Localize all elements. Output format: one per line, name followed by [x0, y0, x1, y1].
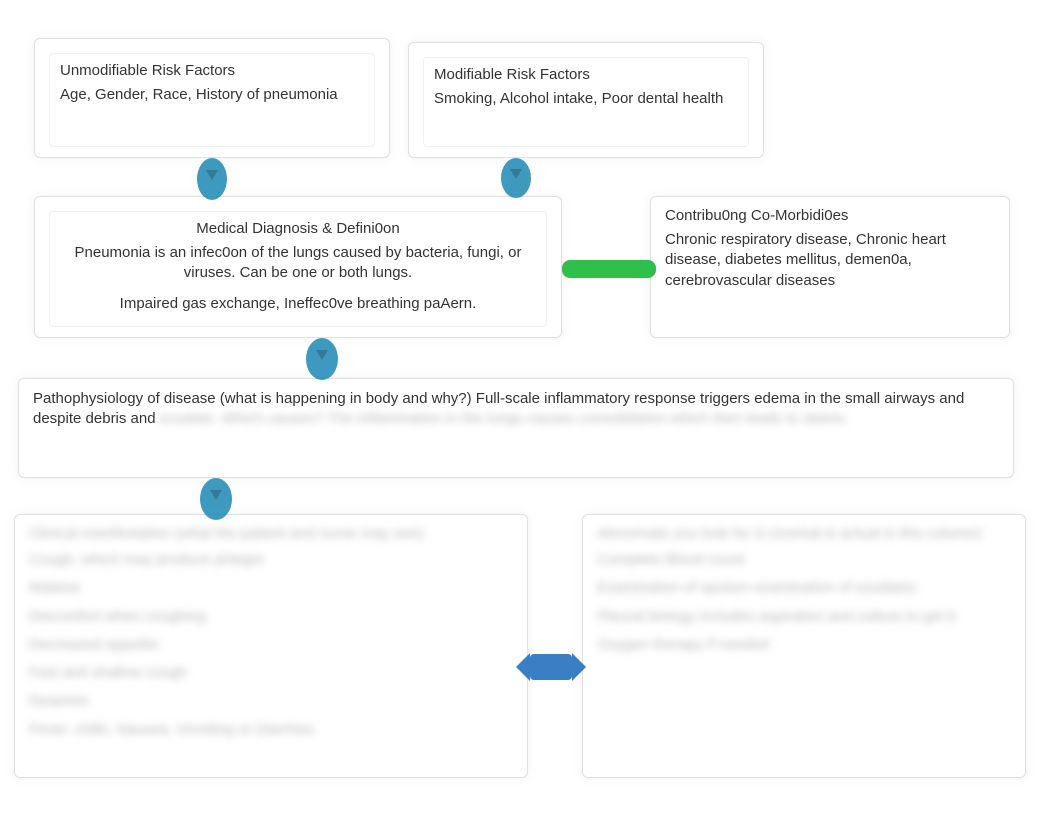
arrow-down-icon	[200, 478, 232, 520]
clinical-line-5: Dyspnea	[29, 691, 513, 711]
box-unmodifiable-risk-factors: Unmodifiable Risk Factors Age, Gender, R…	[34, 38, 390, 158]
box-content: Abnormals you look for in (normal & actu…	[597, 525, 1011, 655]
box-comorbidities: Contribu0ng Co-Morbidi0es Chronic respir…	[650, 196, 1010, 338]
diagnosis-title: Medical Diagnosis & Defini0on	[60, 220, 536, 237]
labs-line-3: Oxygen therapy if needed	[597, 635, 1011, 655]
labs-line-0: Complete Blood count	[597, 550, 1011, 570]
arrow-down-icon	[306, 338, 338, 380]
clinical-line-0: Cough, which may produce phlegm	[29, 550, 513, 570]
labs-title: Abnormals you look for in (normal & actu…	[597, 525, 1011, 542]
connector-bar-icon	[562, 260, 656, 278]
unmodifiable-title: Unmodifiable Risk Factors	[60, 62, 364, 79]
clinical-line-2: Discomfort when coughing	[29, 607, 513, 627]
arrow-shaft-icon	[530, 654, 572, 680]
arrow-triangle-icon	[316, 350, 328, 360]
arrow-triangle-icon	[210, 490, 222, 500]
arrow-down-icon	[197, 158, 227, 200]
patho-line2: exudate. Which causes? The inflammation …	[160, 410, 848, 427]
arrow-head-right-icon	[572, 653, 586, 681]
diagnosis-body2: Impaired gas exchange, Ineffec0ve breath…	[60, 294, 536, 314]
box-labs-abnormals: Abnormals you look for in (normal & actu…	[582, 514, 1026, 778]
clinical-line-4: Fast and shallow cough	[29, 663, 513, 683]
arrow-head-left-icon	[516, 653, 530, 681]
diagnosis-body1: Pneumonia is an infec0on of the lungs ca…	[60, 243, 536, 284]
clinical-title: Clinical manifestation (what the patient…	[29, 525, 513, 542]
arrow-left-right-icon	[516, 656, 586, 678]
box-inner: Medical Diagnosis & Defini0on Pneumonia …	[49, 211, 547, 327]
box-inner: Modifiable Risk Factors Smoking, Alcohol…	[423, 57, 749, 147]
labs-line-1: Examination of sputum examination of exu…	[597, 578, 1011, 598]
arrow-triangle-icon	[510, 169, 522, 179]
box-inner: Unmodifiable Risk Factors Age, Gender, R…	[49, 53, 375, 147]
unmodifiable-body: Age, Gender, Race, History of pneumonia	[60, 85, 364, 105]
arrow-down-icon	[501, 158, 531, 198]
clinical-line-6: Fever, chills, Nausea, Vomiting or Diarr…	[29, 720, 513, 740]
box-content: Clinical manifestation (what the patient…	[29, 525, 513, 740]
box-medical-diagnosis: Medical Diagnosis & Defini0on Pneumonia …	[34, 196, 562, 338]
box-modifiable-risk-factors: Modifiable Risk Factors Smoking, Alcohol…	[408, 42, 764, 158]
modifiable-body: Smoking, Alcohol intake, Poor dental hea…	[434, 89, 738, 109]
patho-body: Pathophysiology of disease (what is happ…	[33, 389, 999, 430]
modifiable-title: Modifiable Risk Factors	[434, 66, 738, 83]
clinical-line-1: Malaise	[29, 578, 513, 598]
box-clinical-manifestation: Clinical manifestation (what the patient…	[14, 514, 528, 778]
labs-line-2: Pleural biology includes aspiration and …	[597, 607, 1011, 627]
clinical-line-3: Decreased appetite	[29, 635, 513, 655]
arrow-triangle-icon	[206, 170, 218, 180]
comorbid-title: Contribu0ng Co-Morbidi0es	[665, 207, 995, 224]
comorbid-body: Chronic respiratory disease, Chronic hea…	[665, 230, 995, 291]
box-pathophysiology: Pathophysiology of disease (what is happ…	[18, 378, 1014, 478]
